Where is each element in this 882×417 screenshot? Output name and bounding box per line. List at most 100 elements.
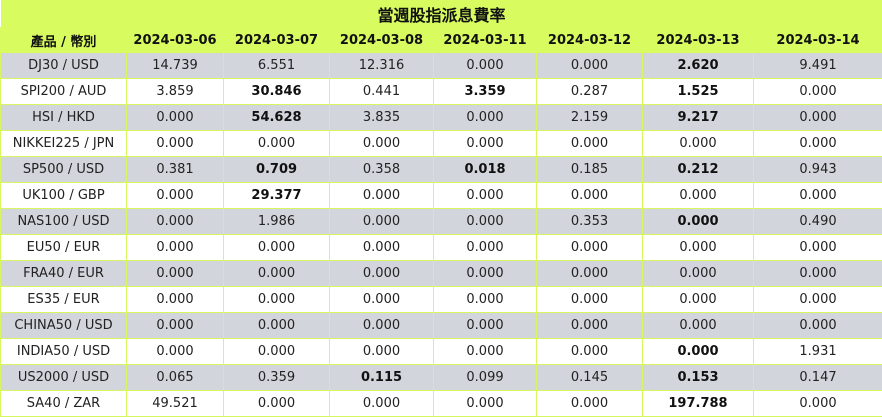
rate-cell: 12.316 <box>329 52 434 79</box>
rate-cell: 0.000 <box>433 130 537 157</box>
rate-cell: 49.521 <box>126 390 224 417</box>
rate-cell: 0.000 <box>329 234 434 261</box>
table-row: EU50 / EUR 0.000 0.000 0.000 0.000 0.000 0.000… <box>0 234 882 261</box>
table-row: NAS100 / USD 0.000 1.986 0.000 0.000 0.353 0.0… <box>0 208 882 235</box>
table-row: ES35 / EUR 0.000 0.000 0.000 0.000 0.000 0.000… <box>0 286 882 313</box>
rate-cell: 9.491 <box>752 52 882 79</box>
rate-cell: 0.000 <box>223 338 330 365</box>
rate-cell: 0.441 <box>329 78 434 105</box>
rate-cell: 6.551 <box>223 52 330 79</box>
rate-cell: 29.377 <box>223 182 330 209</box>
rate-cell: 0.147 <box>752 364 882 391</box>
rate-cell: 0.153 <box>642 364 754 391</box>
rate-cell: 0.000 <box>642 182 754 209</box>
rate-cell: 1.986 <box>223 208 330 235</box>
product-cell: SP500 / USD <box>0 156 127 183</box>
table-row: CHINA50 / USD 0.000 0.000 0.000 0.000 0.000 0.… <box>0 312 882 339</box>
rate-cell: 0.000 <box>223 312 330 339</box>
date-column-header: 2024-03-08 <box>329 27 434 53</box>
rate-cell: 0.000 <box>433 286 537 313</box>
table-title: 當週股指派息費率 <box>0 0 882 28</box>
rate-cell: 0.000 <box>642 338 754 365</box>
rate-cell: 0.000 <box>536 52 643 79</box>
rate-cell: 0.000 <box>752 390 882 417</box>
rate-cell: 0.212 <box>642 156 754 183</box>
date-column-header: 2024-03-06 <box>126 27 224 53</box>
rate-cell: 0.000 <box>433 208 537 235</box>
table-row: SP500 / USD 0.381 0.709 0.358 0.018 0.185 0.21… <box>0 156 882 183</box>
date-column-header: 2024-03-13 <box>642 27 754 53</box>
rate-cell: 0.000 <box>433 234 537 261</box>
rate-cell: 0.000 <box>752 182 882 209</box>
rate-cell: 0.000 <box>536 234 643 261</box>
rate-cell: 0.709 <box>223 156 330 183</box>
rate-cell: 2.159 <box>536 104 643 131</box>
rate-cell: 0.000 <box>752 312 882 339</box>
rate-cell: 0.000 <box>126 130 224 157</box>
product-cell: SA40 / ZAR <box>0 390 127 417</box>
table-row: DJ30 / USD 14.739 6.551 12.316 0.000 0.000 2.6… <box>0 52 882 79</box>
header-row: 產品 / 幣別 2024-03-06 2024-03-07 2024-03-08 20… <box>0 27 882 53</box>
table-row: NIKKEI225 / JPN 0.000 0.000 0.000 0.000 0.000… <box>0 130 882 157</box>
date-column-header: 2024-03-11 <box>433 27 537 53</box>
table-row: INDIA50 / USD 0.000 0.000 0.000 0.000 0.000 0.… <box>0 338 882 365</box>
date-column-header: 2024-03-14 <box>752 27 882 53</box>
rate-cell: 0.000 <box>433 52 537 79</box>
rate-cell: 0.000 <box>329 286 434 313</box>
rate-cell: 0.000 <box>642 312 754 339</box>
product-cell: INDIA50 / USD <box>0 338 127 365</box>
rate-cell: 0.000 <box>536 260 643 287</box>
product-column-header: 產品 / 幣別 <box>0 27 127 53</box>
rate-cell: 0.000 <box>329 390 434 417</box>
rate-cell: 0.145 <box>536 364 643 391</box>
rate-cell: 0.000 <box>126 182 224 209</box>
rate-cell: 0.000 <box>642 208 754 235</box>
rate-cell: 0.000 <box>752 234 882 261</box>
rate-cell: 0.000 <box>642 260 754 287</box>
rate-cell: 0.000 <box>752 260 882 287</box>
product-cell: CHINA50 / USD <box>0 312 127 339</box>
rate-cell: 0.000 <box>329 130 434 157</box>
rate-cell: 0.000 <box>223 260 330 287</box>
rate-cell: 197.788 <box>642 390 754 417</box>
rate-cell: 0.000 <box>536 338 643 365</box>
rate-cell: 0.000 <box>642 234 754 261</box>
rate-cell: 1.525 <box>642 78 754 105</box>
date-column-header: 2024-03-12 <box>536 27 643 53</box>
rate-cell: 0.000 <box>329 260 434 287</box>
rate-cell: 0.000 <box>329 182 434 209</box>
table-row: HSI / HKD 0.000 54.628 3.835 0.000 2.159 9.217… <box>0 104 882 131</box>
rate-cell: 0.000 <box>329 338 434 365</box>
rate-cell: 0.000 <box>752 78 882 105</box>
rate-cell: 9.217 <box>642 104 754 131</box>
rate-cell: 0.000 <box>752 130 882 157</box>
rate-cell: 54.628 <box>223 104 330 131</box>
rate-cell: 0.943 <box>752 156 882 183</box>
table-row: SA40 / ZAR 49.521 0.000 0.000 0.000 0.000 197.… <box>0 390 882 417</box>
rate-cell: 0.000 <box>223 130 330 157</box>
rate-cell: 0.000 <box>126 338 224 365</box>
rate-cell: 0.000 <box>126 260 224 287</box>
product-cell: FRA40 / EUR <box>0 260 127 287</box>
rate-cell: 0.000 <box>536 182 643 209</box>
rate-cell: 0.000 <box>223 234 330 261</box>
rate-cell: 0.000 <box>126 286 224 313</box>
product-cell: SPI200 / AUD <box>0 78 127 105</box>
product-cell: EU50 / EUR <box>0 234 127 261</box>
rate-cell: 3.835 <box>329 104 434 131</box>
table-row: UK100 / GBP 0.000 29.377 0.000 0.000 0.000 0.0… <box>0 182 882 209</box>
rate-cell: 1.931 <box>752 338 882 365</box>
product-cell: ES35 / EUR <box>0 286 127 313</box>
rate-cell: 0.000 <box>536 312 643 339</box>
rate-cell: 0.000 <box>433 104 537 131</box>
product-cell: NIKKEI225 / JPN <box>0 130 127 157</box>
rate-cell: 0.287 <box>536 78 643 105</box>
rate-cell: 14.739 <box>126 52 224 79</box>
rate-cell: 0.000 <box>752 286 882 313</box>
table-row: FRA40 / EUR 0.000 0.000 0.000 0.000 0.000 0.00… <box>0 260 882 287</box>
product-cell: HSI / HKD <box>0 104 127 131</box>
rate-cell: 0.000 <box>223 286 330 313</box>
rate-cell: 0.358 <box>329 156 434 183</box>
rate-cell: 0.000 <box>536 286 643 313</box>
